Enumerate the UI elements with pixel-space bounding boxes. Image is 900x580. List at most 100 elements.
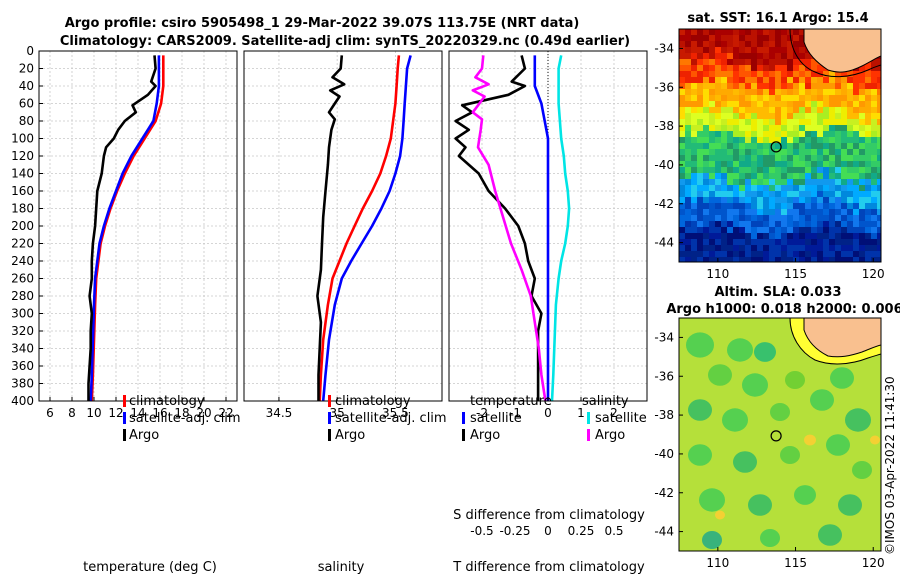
sst-cell: [769, 113, 775, 119]
sst-cell: [823, 251, 829, 257]
sst-cell: [727, 221, 733, 227]
sst-cell: [715, 185, 721, 191]
sst-cell: [751, 221, 757, 227]
sst-cell: [721, 71, 727, 77]
sst-cell: [829, 167, 835, 173]
sst-land: [789, 29, 881, 78]
x-tick-label: -2: [476, 406, 488, 420]
sst-cell: [745, 155, 751, 161]
sst-cell: [769, 239, 775, 245]
sst-cell: [835, 203, 841, 209]
sst-cell: [805, 125, 811, 131]
sst-cell: [685, 95, 691, 101]
sst-cell: [715, 125, 721, 131]
sst-cell: [745, 185, 751, 191]
sst-cell: [799, 209, 805, 215]
sst-cell: [763, 53, 769, 59]
sst-cell: [865, 161, 871, 167]
sst-cell: [691, 245, 697, 251]
top-tick-label: -0.25: [499, 524, 530, 538]
sst-cell: [679, 191, 685, 197]
sst-cell: [721, 203, 727, 209]
sst-cell: [847, 95, 853, 101]
sst-cell: [811, 77, 817, 83]
sst-cell: [685, 203, 691, 209]
legend-swatch-t-satellite: [462, 412, 465, 424]
sst-cell: [769, 125, 775, 131]
sst-cell: [799, 89, 805, 95]
lat-tick-label: -38: [654, 408, 674, 422]
sst-cell: [745, 167, 751, 173]
sst-cell: [751, 53, 757, 59]
sst-cell: [763, 185, 769, 191]
sst-cell: [865, 209, 871, 215]
sst-cell: [871, 77, 877, 83]
sst-cell: [865, 167, 871, 173]
sst-cell: [817, 221, 823, 227]
sst-cell: [781, 65, 787, 71]
y-tick-label: 40: [19, 79, 34, 93]
sst-cell: [859, 203, 865, 209]
sst-cell: [691, 41, 697, 47]
sst-cell: [685, 47, 691, 53]
y-tick-label: 200: [11, 219, 34, 233]
sst-cell: [709, 191, 715, 197]
sst-cell: [871, 119, 877, 125]
sst-cell: [751, 59, 757, 65]
sst-cell: [781, 179, 787, 185]
sst-cell: [733, 53, 739, 59]
sst-cell: [757, 137, 763, 143]
sst-cell: [739, 149, 745, 155]
sst-cell: [751, 203, 757, 209]
sst-cell: [691, 173, 697, 179]
sst-cell: [781, 137, 787, 143]
sst-cell: [877, 173, 881, 179]
sst-cell: [817, 161, 823, 167]
sst-cell: [805, 185, 811, 191]
sst-cell: [865, 131, 871, 137]
sst-cell: [739, 239, 745, 245]
sst-cell: [787, 185, 793, 191]
temperature-tick-labels: 6 8 10 12 14 16 18 20 22: [46, 397, 234, 420]
sst-cell: [769, 119, 775, 125]
sst-cell: [853, 101, 859, 107]
sst-cell: [781, 215, 787, 221]
sst-cell: [847, 125, 853, 131]
sst-cell: [877, 89, 881, 95]
sst-cell: [679, 95, 685, 101]
sst-cell: [697, 179, 703, 185]
sst-cell: [775, 257, 781, 262]
sst-cell: [679, 185, 685, 191]
sst-cell: [739, 161, 745, 167]
sst-cell: [709, 71, 715, 77]
sst-cell: [877, 125, 881, 131]
sst-cell: [721, 41, 727, 47]
sst-cell: [847, 119, 853, 125]
sst-cell: [679, 107, 685, 113]
sst-cell: [703, 95, 709, 101]
sla-anomaly: [688, 444, 712, 466]
lat-tick-label: -40: [654, 447, 674, 461]
sst-cell: [691, 143, 697, 149]
sst-cell: [877, 65, 881, 71]
sst-cell: [799, 149, 805, 155]
sst-cell: [853, 209, 859, 215]
sst-cell: [805, 227, 811, 233]
sst-cell: [781, 233, 787, 239]
sst-cell: [709, 101, 715, 107]
sst-cell: [853, 197, 859, 203]
sst-cell: [751, 149, 757, 155]
sst-cell: [727, 155, 733, 161]
sst-cell: [859, 143, 865, 149]
sst-cell: [775, 215, 781, 221]
sst-cell: [739, 167, 745, 173]
sst-cell: [799, 41, 805, 47]
sst-cell: [781, 47, 787, 53]
sst-cell: [787, 227, 793, 233]
sst-cell: [691, 161, 697, 167]
sst-cell: [745, 227, 751, 233]
sst-cell: [817, 89, 823, 95]
sst-cell: [829, 191, 835, 197]
sst-cell: [823, 113, 829, 119]
sst-cell: [703, 209, 709, 215]
